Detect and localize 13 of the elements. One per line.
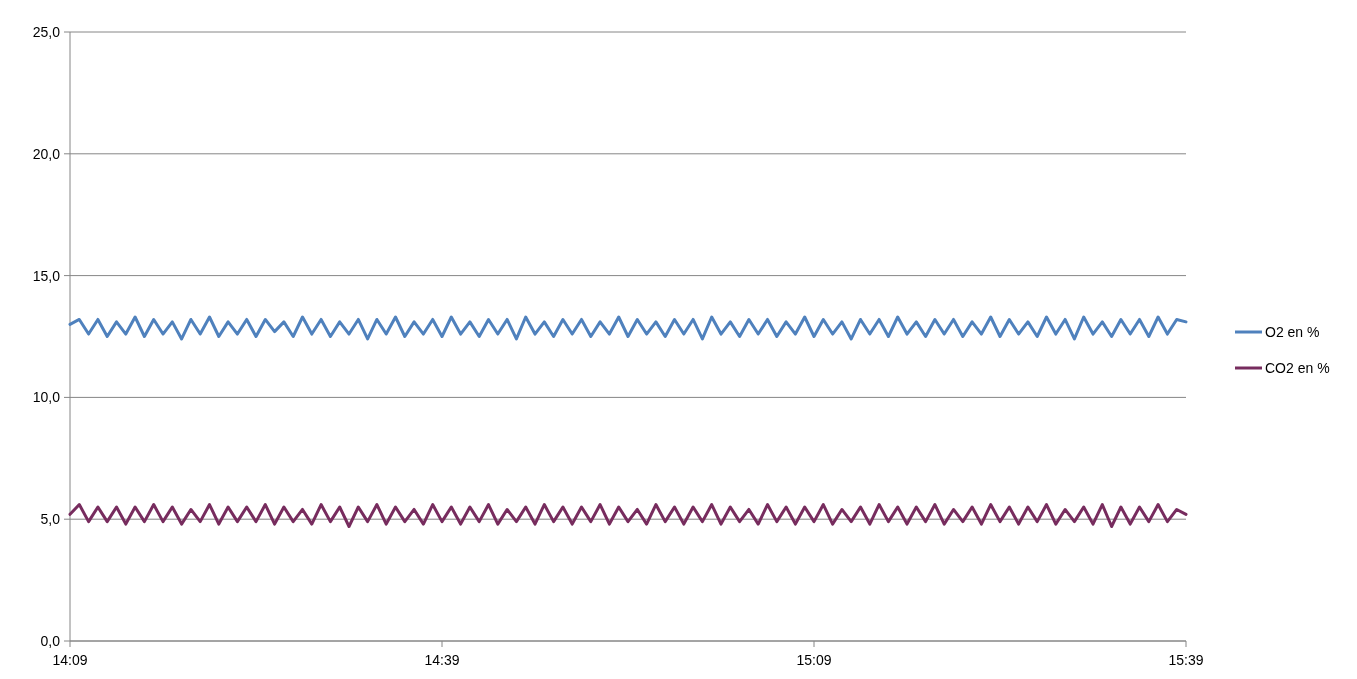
y-tick-label: 25,0 <box>32 23 61 40</box>
y-tick-label: 10,0 <box>32 389 61 406</box>
y-tick-label: 20,0 <box>32 145 61 162</box>
y-tick-label: 15,0 <box>32 267 61 284</box>
x-tick-label: 15:09 <box>796 652 832 668</box>
line-series <box>68 315 1188 341</box>
x-tick-label: 14:09 <box>52 652 88 668</box>
legend-label: CO2 en % <box>1265 359 1330 376</box>
x-tick-label: 14:39 <box>424 652 460 668</box>
y-tick-label: 5,0 <box>40 511 61 528</box>
y-tick-label: 0,0 <box>40 632 61 649</box>
x-tick-label: 15:39 <box>1168 652 1204 668</box>
legend-label: O2 en % <box>1265 323 1320 340</box>
